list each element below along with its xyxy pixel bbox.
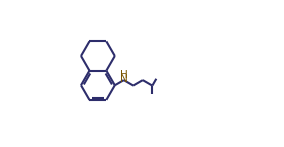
Text: H: H xyxy=(120,70,128,80)
Text: N: N xyxy=(120,74,128,84)
